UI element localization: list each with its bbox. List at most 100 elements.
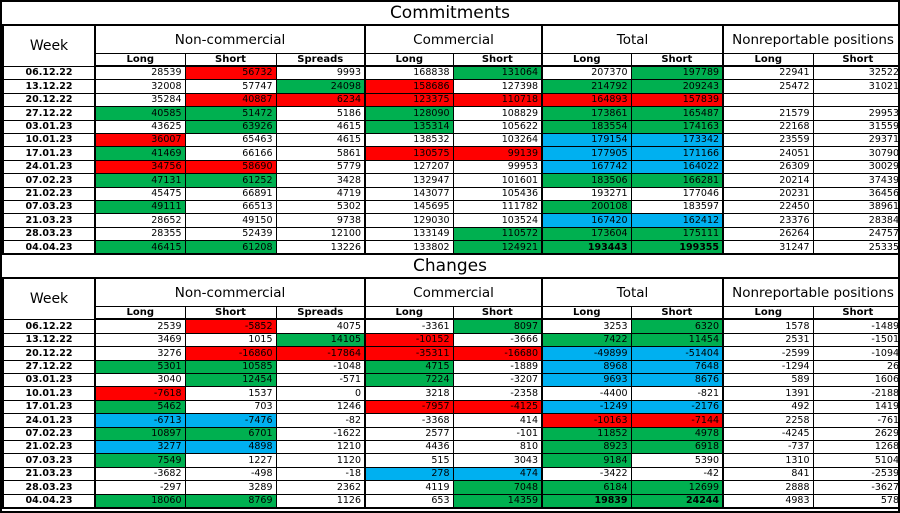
data-cell: 4978 bbox=[630, 426, 724, 441]
data-cell: 25335 bbox=[812, 240, 898, 255]
data-cell: 164893 bbox=[541, 92, 632, 108]
data-cell: 200108 bbox=[541, 199, 632, 215]
data-cell: 24757 bbox=[812, 226, 898, 242]
data-cell: 199355 bbox=[630, 240, 724, 255]
data-cell: 173861 bbox=[541, 106, 632, 121]
data-cell: 207370 bbox=[541, 65, 632, 81]
data-cell: 145695 bbox=[364, 199, 454, 215]
data-cell: 1120 bbox=[275, 453, 366, 468]
data-cell: 0 bbox=[275, 386, 366, 401]
data-cell: -297 bbox=[94, 480, 186, 495]
commitments-title: Commitments bbox=[389, 3, 511, 23]
data-cell: 105436 bbox=[452, 186, 543, 201]
data-cell: 1537 bbox=[184, 386, 277, 401]
data-cell: 1391 bbox=[722, 386, 814, 401]
data-cell: 11454 bbox=[630, 332, 724, 348]
data-cell: -35311 bbox=[364, 346, 454, 361]
week-cell: 28.03.23 bbox=[2, 480, 96, 495]
table-row: 07.02.23 10897 6701 -1622 2577 -101 11852 4978-… bbox=[2, 426, 898, 441]
data-cell: 589 bbox=[722, 373, 814, 388]
data-cell: 37439 bbox=[812, 173, 898, 188]
data-cell: 3040 bbox=[94, 373, 186, 388]
data-cell: 703 bbox=[184, 399, 277, 415]
changes-section: Changes Week Non-commercial Commercial Tota… bbox=[2, 255, 898, 509]
table-row: 20.12.22 3276 -16860 -17864 -35311 -16680 -498… bbox=[2, 346, 898, 361]
table-row: 21.03.23 -3682 -498 -18 278 474 -3422 -42 841 -25… bbox=[2, 466, 898, 482]
data-cell: 6701 bbox=[184, 426, 277, 441]
data-cell: 175111 bbox=[630, 226, 724, 242]
data-cell: 30029 bbox=[812, 159, 898, 175]
data-cell: 47131 bbox=[94, 173, 186, 188]
table-row: 07.02.23 47131 61252 3428 132947 101601 183506… bbox=[2, 173, 898, 188]
data-cell: 103264 bbox=[452, 132, 543, 148]
data-cell: -821 bbox=[630, 386, 724, 401]
column-header: Long bbox=[364, 53, 454, 67]
data-cell: 31559 bbox=[812, 119, 898, 134]
data-cell: 24051 bbox=[722, 146, 814, 161]
data-cell: 4715 bbox=[364, 359, 454, 375]
data-cell: 108829 bbox=[452, 106, 543, 121]
data-cell: -4400 bbox=[541, 386, 632, 401]
data-cell: 40585 bbox=[94, 106, 186, 121]
table-row: 17.01.23 5462 703 1246 -7957 -4125 -1249 -2176 4… bbox=[2, 399, 898, 415]
data-cell: 4898 bbox=[184, 439, 277, 455]
data-cell: 38961 bbox=[812, 199, 898, 215]
data-cell: 653 bbox=[364, 493, 454, 509]
column-header: Long bbox=[541, 306, 632, 321]
data-cell: 123375 bbox=[364, 92, 454, 108]
table-row: 03.01.23 3040 12454 -571 7224 -3207 9693 8676 58… bbox=[2, 373, 898, 388]
table-row: 13.12.22 32008 57747 24098 158686 127398 21479… bbox=[2, 79, 898, 94]
changes-table: Week Non-commercial Commercial Total Nonrepo… bbox=[2, 277, 898, 509]
data-cell: 40887 bbox=[184, 92, 277, 108]
table-row: 20.12.22 35284 40887 6234 123375 110718 164893… bbox=[2, 92, 898, 108]
data-cell: 177046 bbox=[630, 186, 724, 201]
data-cell: 1606 bbox=[812, 373, 898, 388]
week-cell: 07.02.23 bbox=[2, 426, 96, 441]
data-cell: 99953 bbox=[452, 159, 543, 175]
data-cell: -101 bbox=[452, 426, 543, 441]
data-cell: 6918 bbox=[630, 439, 724, 455]
data-cell: 99139 bbox=[452, 146, 543, 161]
column-header: Spreads bbox=[275, 306, 366, 321]
data-cell: 414 bbox=[452, 413, 543, 428]
data-cell: 129030 bbox=[364, 213, 454, 228]
column-header: Long bbox=[364, 306, 454, 321]
data-cell: 22941 bbox=[722, 65, 814, 81]
commitments-table: Week Non-commercial Commercial Total Nonrepo… bbox=[2, 24, 898, 256]
data-cell: 193271 bbox=[541, 186, 632, 201]
data-cell: 111782 bbox=[452, 199, 543, 215]
data-cell: -1048 bbox=[275, 359, 366, 375]
data-cell: 61252 bbox=[184, 173, 277, 188]
table-row: 28.03.23 -297 3289 2362 4119 7048 6184 12699 288… bbox=[2, 480, 898, 495]
data-cell: -1249 bbox=[541, 399, 632, 415]
data-cell: -42 bbox=[630, 466, 724, 482]
column-header: Long bbox=[94, 306, 186, 321]
week-cell: 24.01.23 bbox=[2, 159, 96, 175]
data-cell: 4615 bbox=[275, 119, 366, 134]
data-cell: 6184 bbox=[541, 480, 632, 495]
week-cell: 06.12.22 bbox=[2, 65, 96, 81]
week-cell: 03.01.23 bbox=[2, 119, 96, 134]
changes-title: Changes bbox=[413, 256, 487, 277]
data-cell: 41469 bbox=[94, 146, 186, 161]
data-cell: 36007 bbox=[94, 132, 186, 148]
data-cell: 12454 bbox=[184, 373, 277, 388]
data-cell: 183597 bbox=[630, 199, 724, 215]
data-cell: -3627 bbox=[812, 480, 898, 495]
data-cell: -16860 bbox=[184, 346, 277, 361]
week-cell: 07.03.23 bbox=[2, 199, 96, 215]
data-cell: 101601 bbox=[452, 173, 543, 188]
table-row: 03.01.23 43625 63926 4615 135314 105622 183554… bbox=[2, 119, 898, 134]
data-cell: 66166 bbox=[184, 146, 277, 161]
week-cell: 07.03.23 bbox=[2, 453, 96, 468]
data-cell: 103524 bbox=[452, 213, 543, 228]
data-cell: -10163 bbox=[541, 413, 632, 428]
data-cell: -49899 bbox=[541, 346, 632, 361]
data-cell: 52439 bbox=[184, 226, 277, 242]
data-cell: 133149 bbox=[364, 226, 454, 242]
data-cell: 36456 bbox=[812, 186, 898, 201]
week-header: Week bbox=[2, 24, 96, 67]
data-cell: 32522 bbox=[812, 65, 898, 81]
data-cell: 35284 bbox=[94, 92, 186, 108]
data-cell: 131064 bbox=[452, 65, 543, 81]
